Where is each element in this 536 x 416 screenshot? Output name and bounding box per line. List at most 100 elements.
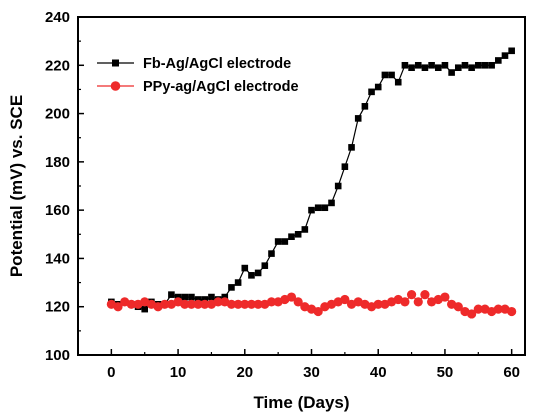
data-point-ppy: [373, 299, 383, 309]
y-tick-label: 220: [45, 57, 70, 74]
data-point-ppy: [420, 290, 430, 300]
data-point-fb: [501, 52, 509, 59]
data-point-fb: [228, 284, 235, 291]
data-point-fb: [394, 78, 402, 86]
data-point-fb: [181, 293, 189, 301]
data-point-ppy: [473, 304, 483, 314]
data-point-fb: [234, 279, 242, 286]
data-point-fb: [481, 61, 489, 69]
data-point-fb: [248, 272, 255, 279]
legend-marker-ppy: [110, 81, 121, 91]
x-tick-label: 50: [437, 364, 454, 381]
data-point-fb: [348, 144, 355, 151]
data-point-fb: [414, 61, 422, 69]
data-point-ppy: [493, 304, 503, 314]
data-point-ppy: [213, 297, 223, 307]
data-point-ppy: [160, 299, 170, 309]
data-point-fb: [474, 61, 482, 69]
data-point-fb: [361, 103, 369, 110]
y-tick-label: 200: [45, 106, 70, 123]
y-tick-label: 180: [45, 154, 70, 171]
data-point-fb: [508, 47, 515, 55]
data-point-fb: [241, 264, 249, 272]
y-axis-title: Potential (mV) vs. SCE: [7, 95, 26, 277]
x-tick-label: 30: [303, 364, 320, 381]
data-point-ppy: [266, 297, 277, 307]
legend-label-ppy: PPy-ag/AgCl electrode: [143, 79, 299, 95]
x-tick-label: 40: [370, 364, 387, 381]
legend-entry-fb: Fb-Ag/AgCl electrode: [97, 56, 291, 72]
data-point-fb: [221, 293, 229, 301]
data-point-fb: [448, 69, 455, 76]
y-tick-label: 160: [45, 202, 70, 219]
x-tick-label: 60: [503, 364, 520, 381]
data-point-fb: [461, 61, 469, 69]
data-point-ppy: [400, 297, 410, 307]
data-point-ppy: [313, 306, 323, 317]
data-point-ppy: [186, 299, 197, 309]
data-point-ppy: [200, 299, 210, 309]
data-point-ppy: [226, 299, 237, 309]
legend-marker-fb: [112, 59, 119, 67]
data-point-fb: [421, 64, 429, 71]
x-axis-title: Time (Days): [253, 393, 349, 412]
data-point-fb: [194, 296, 202, 303]
data-point-ppy: [293, 297, 303, 307]
data-point-fb: [488, 61, 495, 69]
data-point-fb: [354, 115, 362, 122]
data-point-fb: [274, 238, 282, 245]
x-tick-label: 10: [170, 364, 187, 381]
data-point-ppy: [340, 294, 350, 305]
data-point-fb: [288, 233, 295, 240]
data-point-fb: [454, 64, 462, 71]
y-tick-label: 240: [45, 9, 70, 26]
legend: Fb-Ag/AgCl electrode PPy-ag/AgCl electro…: [97, 56, 299, 95]
data-point-ppy: [253, 299, 263, 309]
data-point-fb: [328, 199, 335, 207]
data-point-fb: [495, 57, 502, 64]
data-point-fb: [368, 88, 375, 96]
data-point-fb: [441, 61, 449, 69]
data-point-fb: [174, 293, 182, 301]
x-tick-label: 0: [107, 364, 115, 381]
y-tick-label: 120: [45, 299, 70, 316]
data-point-fb: [268, 250, 275, 257]
data-point-fb: [428, 61, 435, 69]
data-point-ppy: [453, 302, 463, 312]
data-point-fb: [294, 230, 302, 238]
data-point-fb: [334, 182, 342, 190]
data-point-fb: [308, 206, 315, 214]
axis-ticks: 0 10 20 30 40 50 60 100 120 140 160 180 200 220 240: [45, 9, 520, 381]
data-point-ppy: [193, 299, 203, 309]
data-point-ppy: [413, 297, 423, 307]
y-tick-label: 100: [45, 347, 70, 364]
data-point-fb: [381, 71, 389, 79]
data-point-fb: [314, 204, 322, 212]
data-point-fb: [301, 226, 309, 233]
data-point-fb: [408, 64, 415, 71]
legend-label-fb: Fb-Ag/AgCl electrode: [143, 56, 291, 72]
data-point-ppy: [246, 299, 257, 309]
data-point-fb: [374, 83, 382, 91]
data-point-ppy: [507, 306, 517, 317]
data-point-ppy: [406, 290, 417, 300]
data-point-ppy: [113, 302, 123, 312]
data-point-fb: [208, 293, 215, 301]
plot-series: [106, 47, 517, 319]
data-point-fb: [201, 296, 209, 303]
data-point-fb: [434, 64, 442, 71]
data-point-fb: [188, 293, 195, 301]
data-point-fb: [168, 291, 175, 298]
data-point-fb: [141, 305, 149, 313]
data-point-ppy: [126, 299, 136, 309]
data-point-ppy: [467, 309, 477, 319]
data-point-fb: [261, 262, 269, 269]
x-tick-label: 20: [236, 364, 253, 381]
data-point-ppy: [180, 299, 190, 309]
data-point-fb: [468, 64, 475, 71]
data-point-fb: [388, 71, 395, 79]
data-point-ppy: [286, 292, 297, 302]
data-point-ppy: [440, 292, 450, 302]
data-point-fb: [281, 238, 289, 245]
